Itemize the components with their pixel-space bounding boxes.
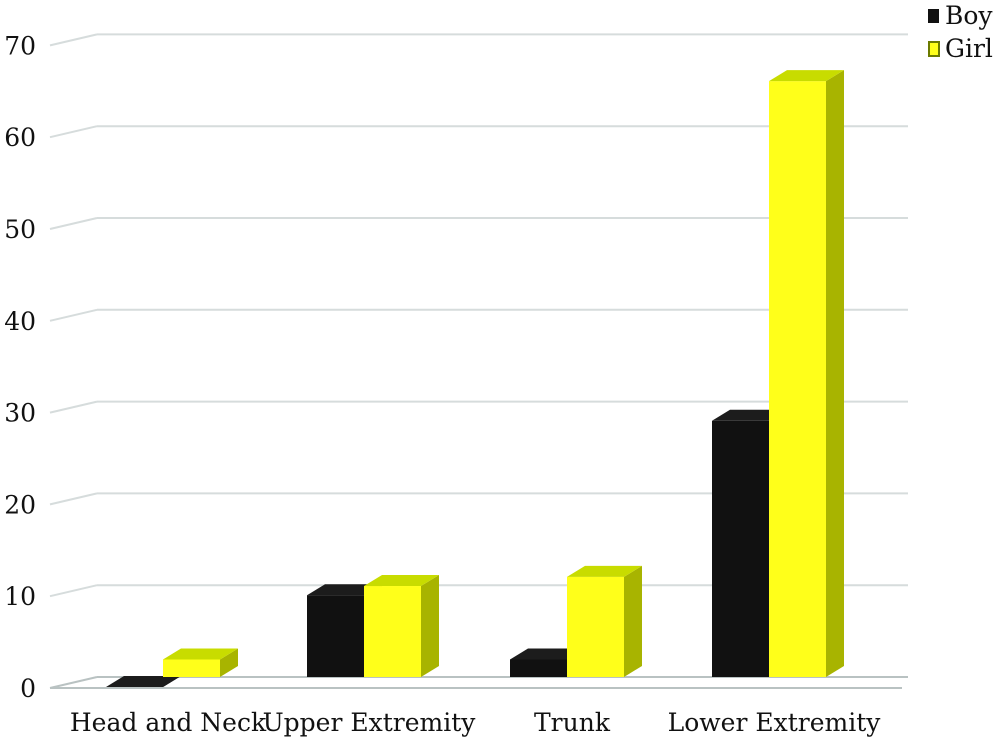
gridline-side xyxy=(49,33,98,47)
bar xyxy=(163,648,238,677)
y-tick-label: 10 xyxy=(4,582,36,611)
y-tick-label: 30 xyxy=(4,399,36,428)
y-tick-label: 20 xyxy=(4,490,36,519)
legend-label-boy: Boy xyxy=(945,1,993,30)
x-tick-label: Upper Extremity xyxy=(263,708,477,737)
legend-label-girl: Girl xyxy=(945,34,993,63)
bar xyxy=(364,575,439,677)
gridline-side xyxy=(49,584,98,598)
y-tick-label: 70 xyxy=(4,31,36,60)
gridline-side xyxy=(49,308,98,322)
gridline-side xyxy=(49,400,98,414)
y-axis-ticks: 0 10 20 30 40 50 60 70 xyxy=(4,31,36,703)
legend: Boy Girl xyxy=(928,1,993,63)
y-tick-label: 50 xyxy=(4,215,36,244)
y-tick-label: 40 xyxy=(4,307,36,336)
x-tick-label: Trunk xyxy=(534,708,611,737)
x-tick-label: Lower Extremity xyxy=(668,708,882,737)
y-tick-label: 60 xyxy=(4,123,36,152)
gridline-side xyxy=(49,676,98,689)
bar xyxy=(769,70,844,678)
legend-swatch-boy xyxy=(928,9,939,23)
y-tick-label: 0 xyxy=(20,674,36,703)
gridline-side xyxy=(49,492,98,506)
gridline-side xyxy=(49,217,98,230)
bar xyxy=(567,565,642,677)
x-tick-label: Head and Neck xyxy=(70,708,267,737)
bars xyxy=(106,70,844,687)
legend-swatch-girl xyxy=(928,41,940,57)
gridline-side xyxy=(49,125,98,139)
